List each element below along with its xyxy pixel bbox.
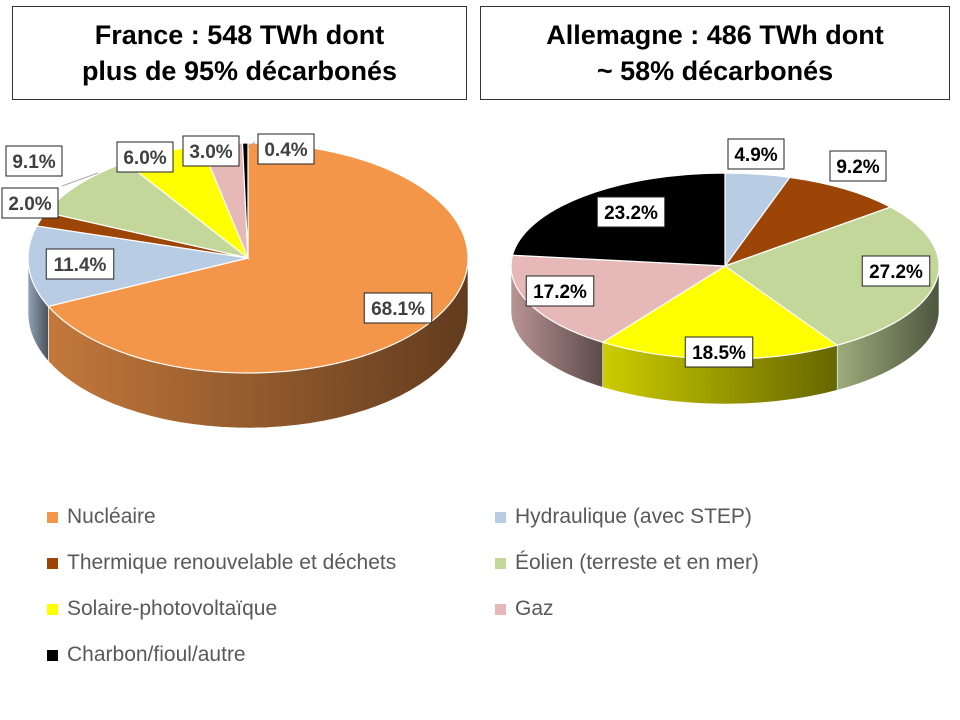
data-label: 4.9% [734, 145, 777, 166]
pie-charts: 68.1% 11.4% 2.0% 9.1% 6.0% 3.0% 0.4% 4.9% 9.2% 27… [1, 133, 940, 429]
data-label-box [829, 150, 887, 182]
legend-item: Thermique renouvelable et déchets [47, 551, 396, 575]
slice-Charbon/fioul/autre [241, 142, 249, 259]
data-label: 17.2% [533, 282, 587, 303]
france-title: France : 548 TWh dont plus de 95% décarbo… [12, 6, 467, 100]
data-label-box [5, 145, 63, 177]
data-label-box [257, 133, 315, 165]
data-label: 0.4% [264, 140, 307, 161]
data-label-box [363, 292, 433, 324]
data-label: 6.0% [123, 148, 166, 169]
slice-Thermique renouvelable et déchets [723, 176, 892, 268]
germany-title-line1: Allemagne : 486 TWh dont [546, 20, 884, 50]
legend-label: Charbon/fioul/autre [67, 643, 246, 666]
legend-label: Nucléaire [67, 505, 156, 528]
data-label: 18.5% [692, 343, 746, 364]
data-label: 9.2% [836, 157, 879, 178]
leader-line [61, 172, 99, 187]
legend-swatch [47, 603, 58, 615]
data-label: 11.4% [54, 255, 107, 276]
legend-label: Hydraulique (avec STEP) [515, 505, 752, 528]
legend-swatch [495, 557, 506, 569]
legend-label: Thermique renouvelable et déchets [67, 551, 397, 574]
legend-swatch [47, 511, 58, 523]
legend-item: Charbon/fioul/autre [47, 643, 246, 667]
france-title-line2: plus de 95% décarbonés [81, 56, 398, 86]
data-label-box [1, 187, 59, 219]
germany-title: Allemagne : 486 TWh dont ~ 58% décarbonés [480, 6, 950, 100]
legend-item: Gaz [495, 597, 554, 621]
pie-1: 4.9% 9.2% 27.2% 18.5% 17.2% 23.2% [510, 138, 940, 405]
data-label-box [684, 336, 754, 368]
data-label: 2.0% [8, 194, 51, 215]
germany-title-line2: ~ 58% décarbonés [596, 56, 834, 86]
data-label: 23.2% [604, 203, 658, 224]
legend-label: Gaz [515, 597, 554, 620]
data-label: 27.2% [869, 262, 923, 283]
legend-item: Éolien (terreste et en mer) [495, 551, 759, 575]
leader-line [247, 141, 256, 148]
data-label-box [861, 255, 931, 287]
slice-Éolien (terreste et en mer) [723, 206, 940, 346]
legend-item: Hydraulique (avec STEP) [495, 505, 752, 529]
data-label: 9.1% [12, 152, 55, 173]
legend-label: Solaire-photovoltaïque [67, 597, 278, 620]
data-label: 3.0% [189, 142, 232, 163]
data-label-box [596, 196, 666, 228]
legend-item: Nucléaire [47, 505, 156, 529]
data-label-box [116, 141, 174, 173]
slice-Hydraulique (avec STEP) [27, 225, 249, 307]
pie-0: 68.1% 11.4% 2.0% 9.1% 6.0% 3.0% 0.4% [1, 133, 469, 429]
data-label-box [182, 135, 240, 167]
data-label-box [525, 275, 595, 307]
legend-swatch [495, 511, 506, 523]
legend-label: Éolien (terreste et en mer) [515, 551, 759, 574]
data-label-box [727, 138, 785, 170]
legend-item: Solaire-photovoltaïque [47, 597, 277, 621]
france-title-line1: France : 548 TWh dont [94, 20, 385, 50]
data-label-box [45, 248, 115, 280]
slice-Nucléaire [47, 142, 469, 374]
legend-swatch [495, 603, 506, 615]
legend-swatch [47, 649, 58, 661]
legend-swatch [47, 557, 58, 569]
data-label: 68.1% [371, 299, 425, 320]
